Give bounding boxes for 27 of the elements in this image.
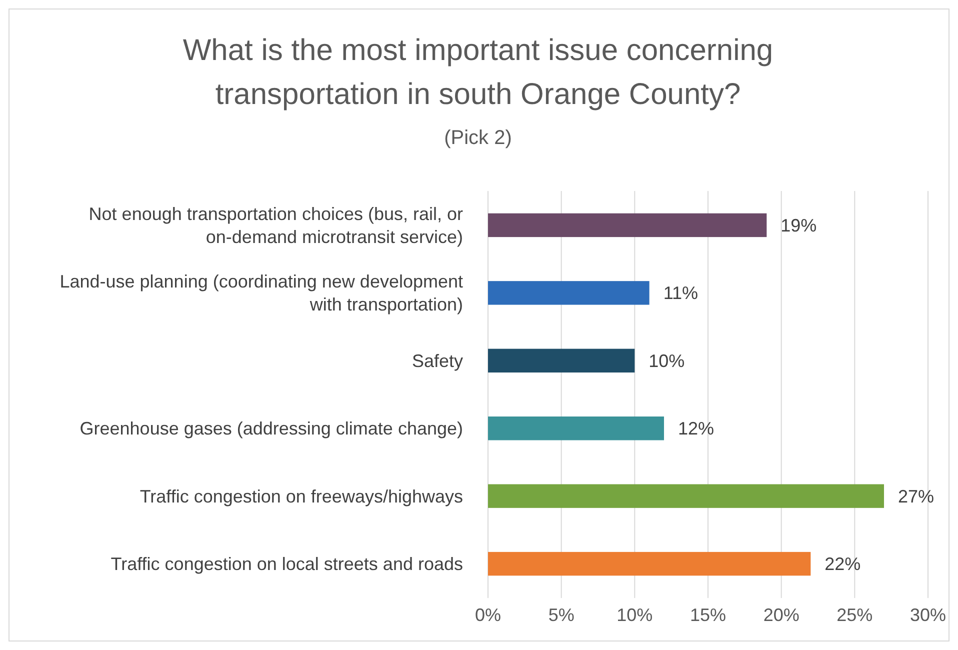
x-tick-label: 30%: [910, 605, 946, 625]
bar: [488, 552, 811, 576]
bar: [488, 281, 650, 305]
y-tick-label: Land-use planning (coordinating new development with transportation): [60, 272, 463, 315]
data-label: 27%: [898, 486, 934, 506]
x-tick-label: 5%: [548, 605, 574, 625]
y-tick-label: Traffic congestion on freeways/highways: [140, 486, 463, 506]
bar: [488, 484, 884, 508]
data-label: 12%: [678, 418, 714, 439]
chart-title: What is the most important issue concerning transportation in south Orange County?: [182, 34, 774, 111]
bar: [488, 213, 767, 238]
y-tick-label: Traffic congestion on local streets and roads: [110, 554, 463, 574]
x-tick-label: 20%: [763, 605, 800, 625]
y-tick-label: Not enough transportation choices (bus, rail, or on-demand microtransit service): [88, 204, 464, 247]
x-tick-label: 25%: [836, 605, 873, 625]
y-tick-label: Greenhouse gases (addressing climate change): [80, 418, 463, 439]
x-tick-label: 15%: [690, 605, 726, 625]
data-label: 10%: [648, 350, 685, 371]
y-tick-label: Safety: [412, 350, 463, 371]
data-label: 11%: [663, 283, 698, 304]
data-label: 22%: [824, 554, 861, 574]
x-tick-label: 10%: [616, 605, 653, 625]
chart-subtitle: (Pick 2): [444, 127, 512, 149]
data-label: 19%: [780, 216, 817, 236]
bar: [488, 348, 635, 372]
x-tick-label: 0%: [474, 605, 502, 625]
bar: [488, 416, 664, 440]
